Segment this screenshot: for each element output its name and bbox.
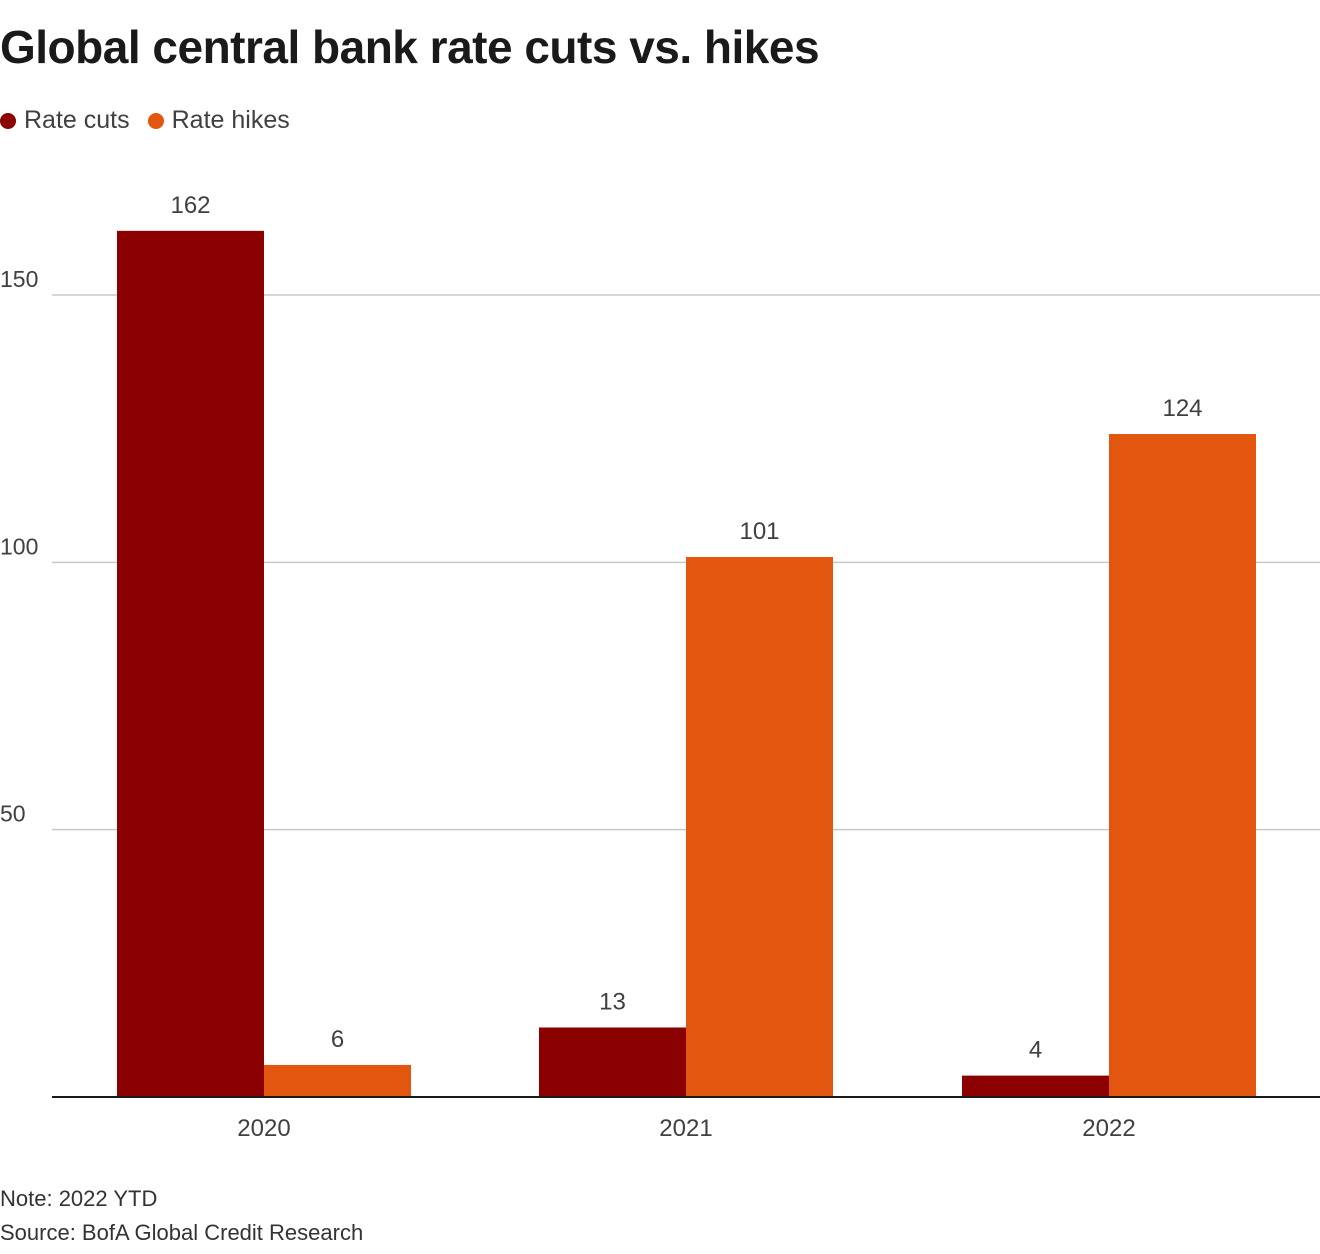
chart-title: Global central bank rate cuts vs. hikes (0, 21, 820, 73)
legend: Rate cuts Rate hikes (0, 106, 308, 135)
bar-rate-hikes-2020 (264, 1064, 411, 1097)
value-label-rate-cuts-2022: 4 (1029, 1037, 1042, 1064)
source-text: Source: BofA Global Credit Research (0, 1220, 364, 1245)
x-tick-label-2021: 2021 (659, 1115, 712, 1142)
value-label-rate-cuts-2020: 162 (170, 192, 210, 219)
legend-item-rate-hikes: Rate hikes (147, 106, 290, 135)
legend-swatch-rate-hikes (147, 112, 164, 129)
y-tick-label-150: 150 (0, 266, 38, 292)
x-tick-label-2020: 2020 (237, 1115, 290, 1142)
value-label-rate-hikes-2021: 101 (739, 518, 779, 545)
bar-rate-cuts-2021 (539, 1027, 686, 1097)
legend-swatch-rate-cuts (0, 112, 16, 129)
note-text: Note: 2022 YTD (0, 1186, 158, 1211)
legend-label-rate-cuts: Rate cuts (24, 106, 130, 134)
x-tick-label-2022: 2022 (1082, 1115, 1135, 1142)
y-tick-label-100: 100 (0, 533, 38, 559)
bar-rate-cuts-2020 (117, 230, 264, 1098)
value-label-rate-hikes-2020: 6 (331, 1026, 344, 1053)
bar-rate-cuts-2022 (962, 1075, 1109, 1097)
bar-rate-hikes-2021 (686, 556, 833, 1097)
y-tick-label-50: 50 (0, 801, 26, 827)
value-label-rate-cuts-2021: 13 (599, 988, 626, 1015)
value-label-rate-hikes-2022: 124 (1162, 395, 1202, 422)
legend-label-rate-hikes: Rate hikes (171, 106, 290, 134)
bar-rate-hikes-2022 (1109, 434, 1256, 1098)
legend-item-rate-cuts: Rate cuts (0, 106, 130, 135)
